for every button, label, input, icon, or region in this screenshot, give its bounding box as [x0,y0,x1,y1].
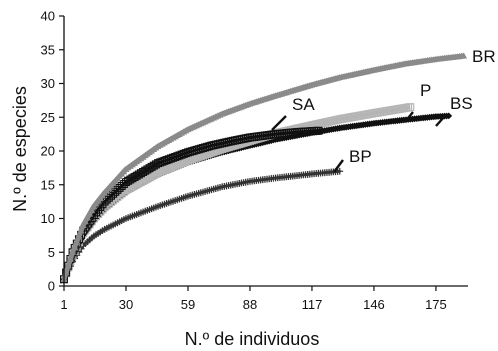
y-tick-label: 10 [41,211,55,226]
x-tick-label: 59 [181,297,195,312]
y-tick-label: 0 [48,279,55,294]
series-br [60,52,468,282]
x-tick-label: 88 [243,297,257,312]
x-tick-label: 1 [60,297,67,312]
y-axis-title: N.º de especies [10,86,30,212]
series-point [71,243,79,250]
series-label-text: BR [472,47,496,66]
series-label-text: BS [450,94,473,113]
series-point [86,210,94,217]
series-point [460,52,468,59]
series-line [61,53,465,281]
series-label-p: P [404,81,431,123]
series-point [77,227,85,234]
series-point [84,214,91,221]
x-tick-label: 175 [425,297,447,312]
series-point [88,206,96,213]
series-point [69,248,76,255]
series-label-bs: BS [435,94,473,127]
y-tick-label: 20 [41,144,55,159]
series-point [79,221,87,228]
series-point [64,262,72,269]
series-line [62,169,340,280]
series-point [314,126,323,135]
x-axis-title: N.º de individuos [185,329,320,349]
series-point [73,238,81,245]
x-tick-label: 117 [302,297,323,312]
x-tick-label: 30 [119,297,133,312]
leader-line [404,111,414,123]
axes: 0 5 10 15 20 25 30 35 40 1 30 59 88 117 146 175 [41,9,468,312]
series-label-text: SA [292,95,315,114]
series-label-bp: BP [333,147,372,173]
y-tick-label: 5 [48,245,55,260]
x-tick-label: 146 [363,297,385,312]
series-sa [59,126,323,284]
series-bp [60,167,344,283]
series-point [75,232,83,239]
leader-line [271,115,287,131]
leader-line [333,159,344,173]
series-point [336,167,344,175]
y-tick-label: 30 [41,76,55,91]
y-tick-label: 40 [41,9,55,24]
series-point [445,112,453,120]
leader-line [435,116,445,127]
y-tick-label: 15 [41,177,55,192]
y-tick-label: 25 [41,110,55,125]
series-point [67,255,74,262]
series-label-text: BP [349,147,372,166]
series-label-br: BR [472,47,496,66]
y-tick-label: 35 [41,42,55,57]
series-label-text: P [420,81,431,100]
series-label-sa: SA [271,95,315,131]
series-point [81,218,89,225]
plot-area: BR P BS SA BP [59,47,496,284]
series-point [406,103,415,112]
